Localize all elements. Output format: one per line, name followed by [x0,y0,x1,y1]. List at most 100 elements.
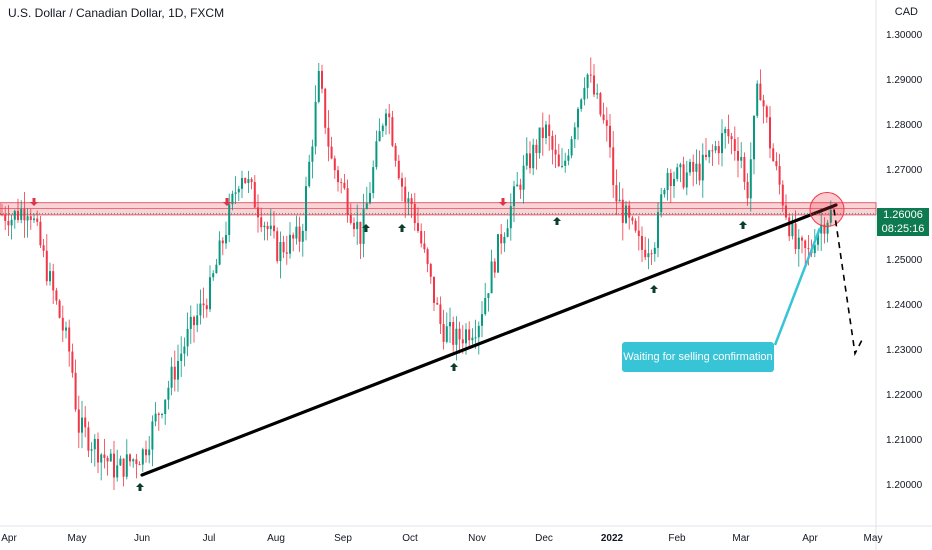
candle-body [775,161,778,167]
candle-body [241,177,243,189]
candle-body [567,155,570,161]
candle-body [423,243,426,250]
candle-body [695,163,698,172]
candle-body [596,93,599,95]
candles-group [1,57,832,491]
candle-body [570,139,573,156]
candle-body [506,228,509,237]
candle-body [545,124,547,139]
candle-body [673,178,675,187]
candle-body [100,454,103,463]
candle-body [682,164,685,188]
candle-body [394,145,397,161]
candle-body [189,316,192,329]
candle-body [500,234,503,244]
annotation-callout[interactable]: Waiting for selling confirmation [622,342,774,372]
support-arrow-icon [136,483,144,491]
candle-body [81,417,83,433]
candle-body [263,225,266,228]
candle-body [449,322,451,327]
candle-body [26,216,29,221]
candle-body [474,337,477,339]
candle-body [314,101,317,147]
candle-body [529,153,531,169]
candle-body [455,328,458,345]
x-tick-label: May [68,533,87,544]
candle-body [791,223,794,237]
candle-body [714,146,717,151]
x-tick-label: Mar [732,533,750,544]
candle-body [756,83,759,116]
candle-body [647,253,650,258]
y-tick-label: 1.20000 [886,480,923,491]
candle-body [391,117,394,146]
candle-body [218,240,221,265]
candle-body [721,133,723,154]
candle-body [356,221,359,230]
candle-body [161,414,163,416]
candle-body [794,223,797,250]
candle-body [519,184,522,190]
candle-body [244,177,247,184]
candle-body [173,366,176,380]
candle-body [557,154,560,167]
candle-body [247,179,250,184]
candle-body [237,188,240,193]
candle-body [407,198,410,202]
candle-body [650,253,653,255]
candle-body [788,217,791,237]
candle-body [746,181,749,199]
candle-body [458,328,461,340]
candle-body [637,230,640,237]
support-arrow-icon [739,221,747,229]
candle-body [369,193,371,204]
candle-body [276,231,279,262]
candle-body [282,242,285,253]
candle-body [253,182,256,208]
candle-body [308,161,311,187]
candle-body [250,179,253,183]
candle-body [628,205,631,218]
candle-body [93,438,96,450]
candle-body [599,93,602,115]
candle-body [202,303,205,306]
candle-body [13,210,16,220]
candle-body [404,186,407,202]
x-tick-label: Jun [134,533,150,544]
candle-body [71,351,74,373]
candle-body [657,212,659,248]
candle-body [365,203,368,210]
candle-body [324,88,327,128]
support-arrow-icon [650,285,658,293]
candle-body [23,208,26,221]
candle-body [609,125,611,148]
candle-body [433,276,435,303]
candle-body [471,337,474,341]
candle-body [829,209,832,223]
candle-body [602,114,605,121]
candle-body [378,131,381,142]
candle-body [340,182,343,184]
candle-body [541,127,544,139]
candle-body [209,277,211,310]
candle-body [493,261,496,273]
candle-body [477,325,480,338]
candle-body [778,166,781,185]
candle-body [157,413,160,415]
candle-body [164,399,167,415]
candle-body [772,148,775,162]
candle-body [669,172,672,187]
candle-body [663,189,666,195]
candle-body [346,188,349,215]
candle-body [212,273,215,278]
candle-body [333,158,336,171]
candle-body [823,224,826,234]
candle-body [327,127,330,147]
candle-body [564,160,567,166]
candle-body [753,115,755,160]
candle-body [10,219,13,226]
candle-body [452,322,455,345]
candle-body [375,141,378,168]
candle-body [151,421,154,450]
